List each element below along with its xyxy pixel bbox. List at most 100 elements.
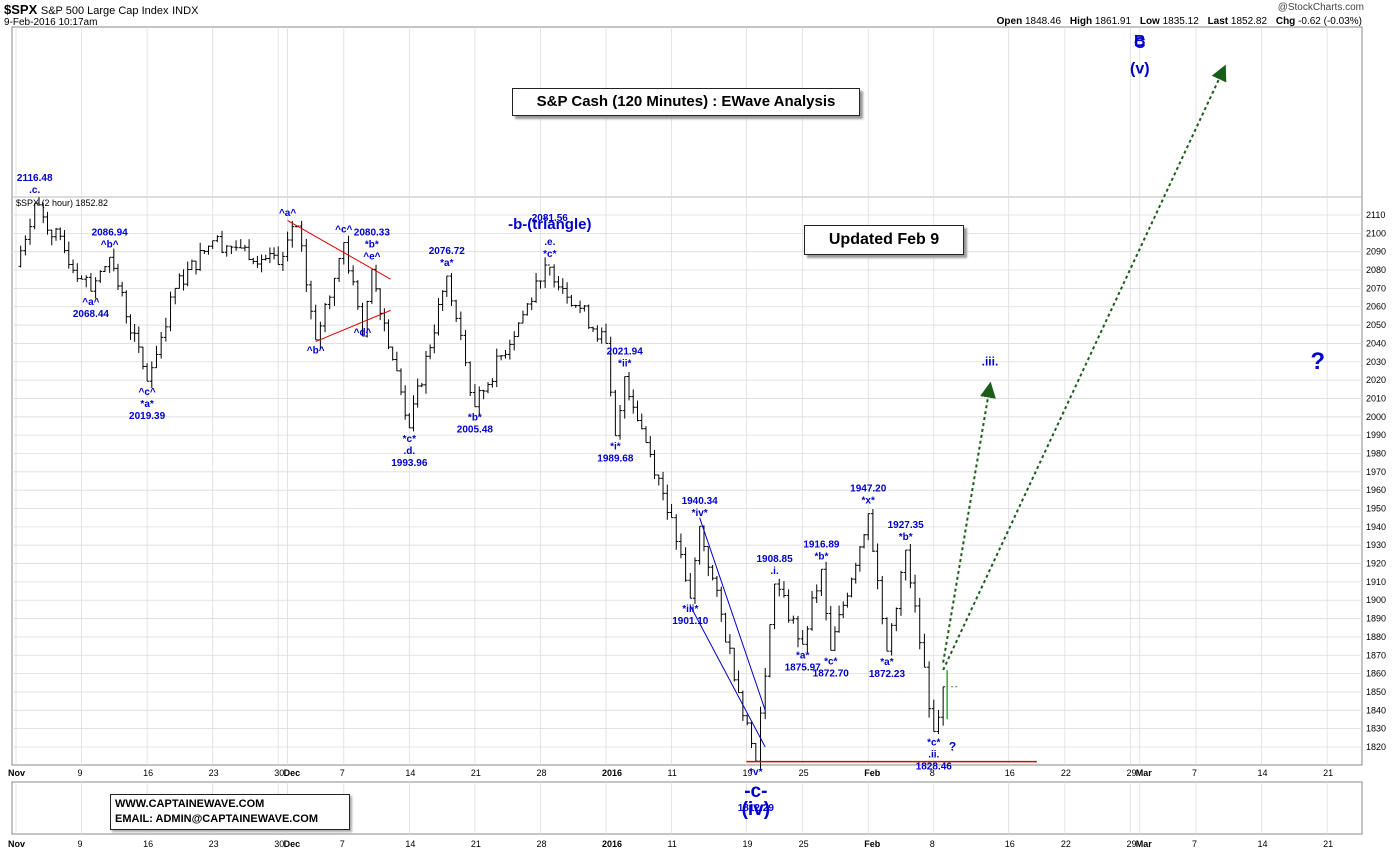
y-tick-label: 1840 [1366,705,1386,715]
wave-label: ^a^ [279,208,296,219]
low-value: 1835.12 [1162,16,1199,27]
wave-label: 2068.44 [73,309,110,320]
wave-label: 2021.94 [607,347,644,358]
x-tick-label: 11 [668,768,677,778]
y-tick-label: 2100 [1366,228,1386,238]
y-tick-label: 1970 [1366,467,1386,477]
y-tick-label: 1820 [1366,742,1386,752]
wave-label: 1989.68 [597,454,634,465]
x-tick-label: 7 [340,768,345,778]
y-tick-label: 2030 [1366,357,1386,367]
projection-label: ? [949,740,956,754]
last-value: 1852.82 [1230,16,1268,27]
y-tick-label: 1880 [1366,632,1386,642]
projection-arrow-v [942,64,1227,671]
x-tick-label: Nov [8,768,25,778]
y-tick-label: 2020 [1366,375,1386,385]
wave-label: *a* [796,650,809,661]
wave-label: 2086.94 [92,227,129,238]
x-tick-label-lower: 14 [405,839,415,849]
wave-label: 2081.56 [532,213,569,224]
wave-label: *a* [140,399,153,410]
x-tick-label: Dec [284,768,301,778]
y-tick-label: 2090 [1366,247,1386,257]
y-tick-label: 1960 [1366,485,1386,495]
wave-label: *a* [440,258,453,269]
x-tick-label-lower: 8 [930,839,935,849]
x-tick-label-lower: Feb [864,839,881,849]
wave-label: ^c^ [335,225,352,236]
chart-title-box: S&P Cash (120 Minutes) : EWave Analysis [512,88,860,116]
x-tick-label: 29 [1126,768,1136,778]
wave-label: 1940.34 [682,496,719,507]
wave-label: .ii. [928,749,939,760]
x-tick-label-lower: 19 [742,839,752,849]
y-tick-label: 1900 [1366,595,1386,605]
x-tick-label: 7 [1192,768,1197,778]
y-tick-label: 1860 [1366,669,1386,679]
updated-box: Updated Feb 9 [804,225,964,255]
y-tick-label: 2000 [1366,412,1386,422]
x-tick-label: 21 [1323,768,1333,778]
wave-label: 1872.23 [869,669,906,680]
wave-label: 1993.96 [391,458,428,469]
wave-label: *x* [862,496,875,507]
x-tick-label-lower: 7 [1192,839,1197,849]
x-tick-label: 21 [471,768,481,778]
y-tick-label: 2010 [1366,393,1386,403]
x-tick-label-lower: Nov [8,839,25,849]
wave-label: 1916.89 [803,539,840,550]
wave-label: .d. [403,446,415,457]
wave-label: ^d^ [354,327,372,338]
y-tick-label: 1980 [1366,448,1386,458]
wave-label: *ii* [618,359,631,370]
y-tick-label: 2110 [1366,210,1385,220]
email-text: EMAIL: ADMIN@CAPTAINEWAVE.COM [115,813,319,825]
wave-label: *iv* [692,508,708,519]
wave-label: 1901.10 [672,616,709,627]
y-tick-label: 1850 [1366,687,1386,697]
chg-label: Chg [1275,16,1296,27]
x-tick-label-lower: 23 [209,839,219,849]
wave-label: *c* [927,737,940,748]
x-tick-label-lower: 7 [340,839,345,849]
wave-label: 1927.35 [888,520,925,531]
wave-label: ^e^ [363,251,380,262]
projection-label: ? [1310,348,1325,375]
x-tick-label: 16 [143,768,153,778]
y-tick-label: 2040 [1366,338,1386,348]
x-tick-label: 16 [1005,768,1015,778]
wave-label: -b-(triangle) [508,216,591,233]
x-tick-label: 14 [1258,768,1268,778]
y-tick-label: 1870 [1366,650,1386,660]
low-label: Low [1139,16,1160,27]
y-tick-label: 1890 [1366,614,1386,624]
y-tick-label: 1940 [1366,522,1386,532]
wave-label: *v* [749,767,762,778]
x-tick-label-lower: 9 [78,839,83,849]
x-tick-label-lower: Mar [1136,839,1153,849]
wave-label: ^b^ [101,239,119,250]
wave-label: *c* [543,249,556,260]
x-tick-label: 25 [799,768,809,778]
x-tick-label: Mar [1136,768,1153,778]
y-tick-label: 1910 [1366,577,1386,587]
contact-box: WWW.CAPTAINEWAVE.COM EMAIL: ADMIN@CAPTAI… [110,794,350,830]
projection-label: (v) [1130,61,1150,78]
x-tick-label-lower: 11 [668,839,677,849]
wave-label: 1872.70 [813,668,850,679]
wave-label: 2116.48 [17,173,53,184]
x-tick-label-lower: 30 [274,839,284,849]
wave-label: 1947.20 [850,484,887,495]
x-tick-label: 14 [405,768,415,778]
x-tick-label-lower: Dec [284,839,301,849]
x-tick-label: 22 [1061,768,1071,778]
y-tick-label: 1990 [1366,430,1386,440]
wave-label: *a* [880,657,893,668]
x-tick-label: 8 [930,768,935,778]
ticker-exchange: INDX [172,5,199,17]
wave-label: 2076.72 [429,246,466,257]
brand-label: @StockCharts.com [1277,2,1364,13]
wave-label: 1908.85 [756,554,793,565]
y-tick-label: 2070 [1366,283,1386,293]
